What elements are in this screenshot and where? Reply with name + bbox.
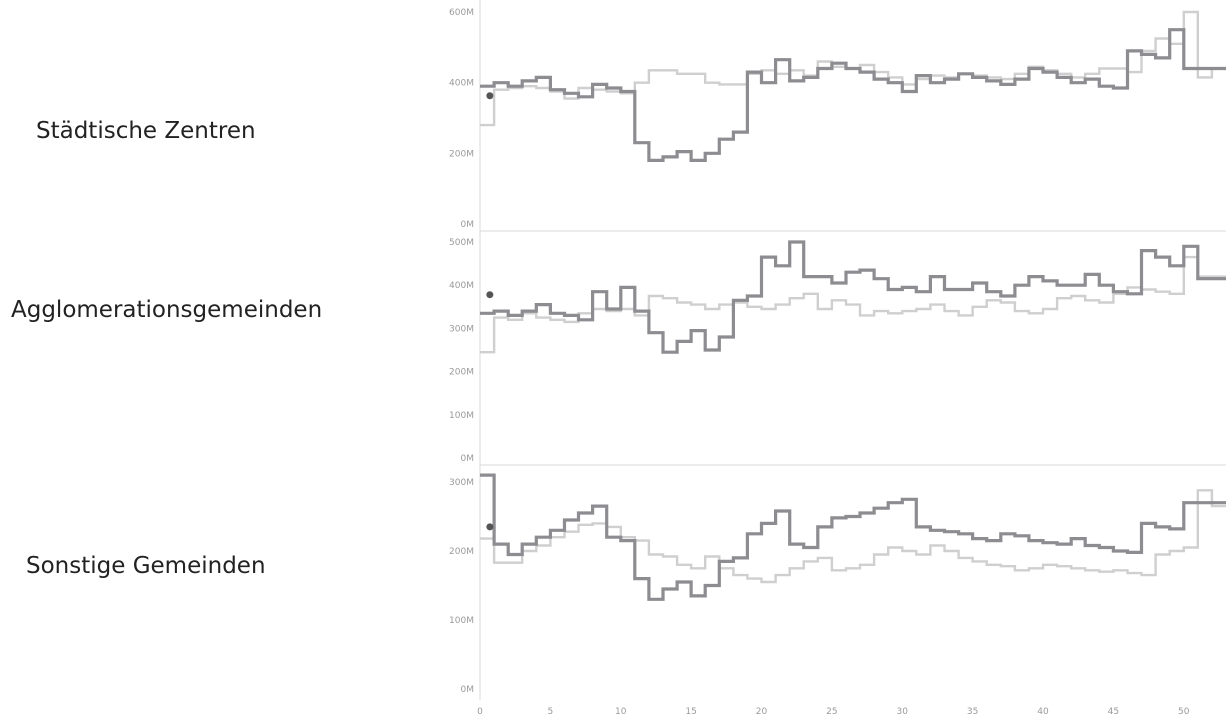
x-tick-label: 10 (615, 707, 627, 717)
current-value-marker (486, 92, 494, 100)
series-line-dark (480, 473, 1226, 601)
x-tick-label: 0 (477, 707, 483, 717)
current-value-marker (486, 291, 494, 299)
y-tick-label: 500M (449, 238, 474, 248)
x-tick-label: 15 (685, 707, 696, 717)
chart-axes (479, 0, 1226, 700)
series-line-dark (480, 28, 1226, 162)
series-line-dark (480, 240, 1226, 354)
x-tick-label: 5 (548, 707, 554, 717)
series-line-light (480, 10, 1226, 127)
y-tick-label: 600M (449, 8, 474, 18)
y-tick-label: 300M (449, 324, 474, 334)
y-tick-label: 0M (461, 685, 475, 695)
x-tick-label: 45 (1108, 707, 1119, 717)
x-tick-label: 35 (967, 707, 978, 717)
y-tick-label: 200M (449, 149, 474, 159)
y-tick-label: 100M (449, 616, 474, 626)
row-label-sonstige-gemeinden: Sonstige Gemeinden (26, 553, 266, 579)
x-tick-label: 30 (897, 707, 909, 717)
x-tick-label: 20 (756, 707, 768, 717)
y-tick-label: 200M (449, 547, 474, 557)
x-tick-label: 40 (1037, 707, 1049, 717)
y-tick-label: 400M (449, 281, 474, 291)
y-tick-label: 200M (449, 368, 474, 378)
series-line-light (480, 489, 1226, 584)
chart-series (480, 10, 1226, 601)
y-tick-label: 100M (449, 411, 474, 421)
x-tick-label: 25 (826, 707, 837, 717)
row-label-agglomerationsgemeinden: Agglomerationsgemeinden (11, 297, 323, 323)
y-tick-label: 0M (461, 220, 475, 230)
x-tick-label: 50 (1178, 707, 1190, 717)
y-tick-label: 300M (449, 478, 474, 488)
current-value-marker (486, 523, 494, 531)
chart-tick-labels: 0 5 10 15 20 25 30 35 40 45 500M200M400M600M0M100M… (449, 8, 1190, 717)
row-label-staedtische-zentren: Städtische Zentren (36, 118, 256, 144)
y-tick-label: 0M (461, 454, 475, 464)
y-tick-label: 400M (449, 79, 474, 89)
